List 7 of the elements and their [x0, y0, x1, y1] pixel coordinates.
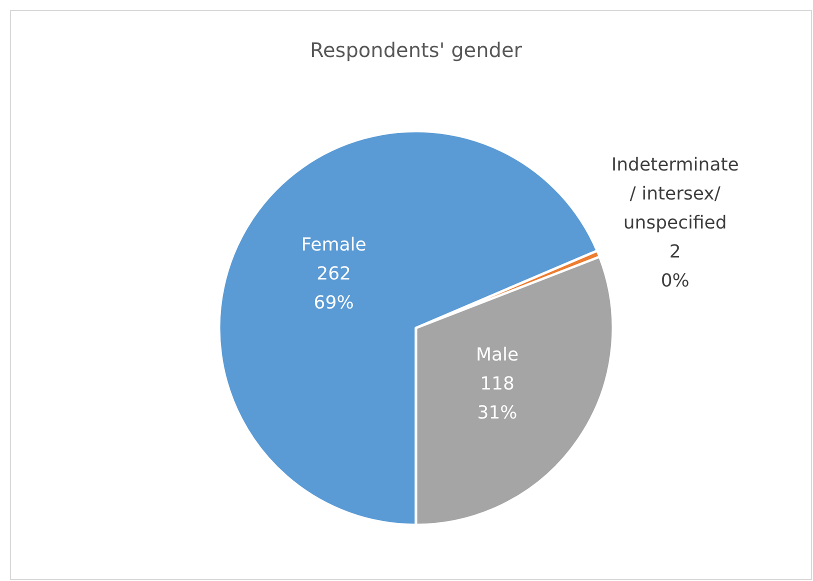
slice-label: Female: [301, 234, 366, 256]
chart-title: Respondents' gender: [310, 38, 523, 62]
data-label: 262 69%: [314, 263, 354, 314]
slice-label: Male: [476, 344, 519, 366]
data-label: 2 0%: [660, 241, 690, 292]
slice-label: Indeterminate / intersex/ unspecified: [611, 154, 739, 234]
data-label: 118 31%: [477, 373, 518, 424]
